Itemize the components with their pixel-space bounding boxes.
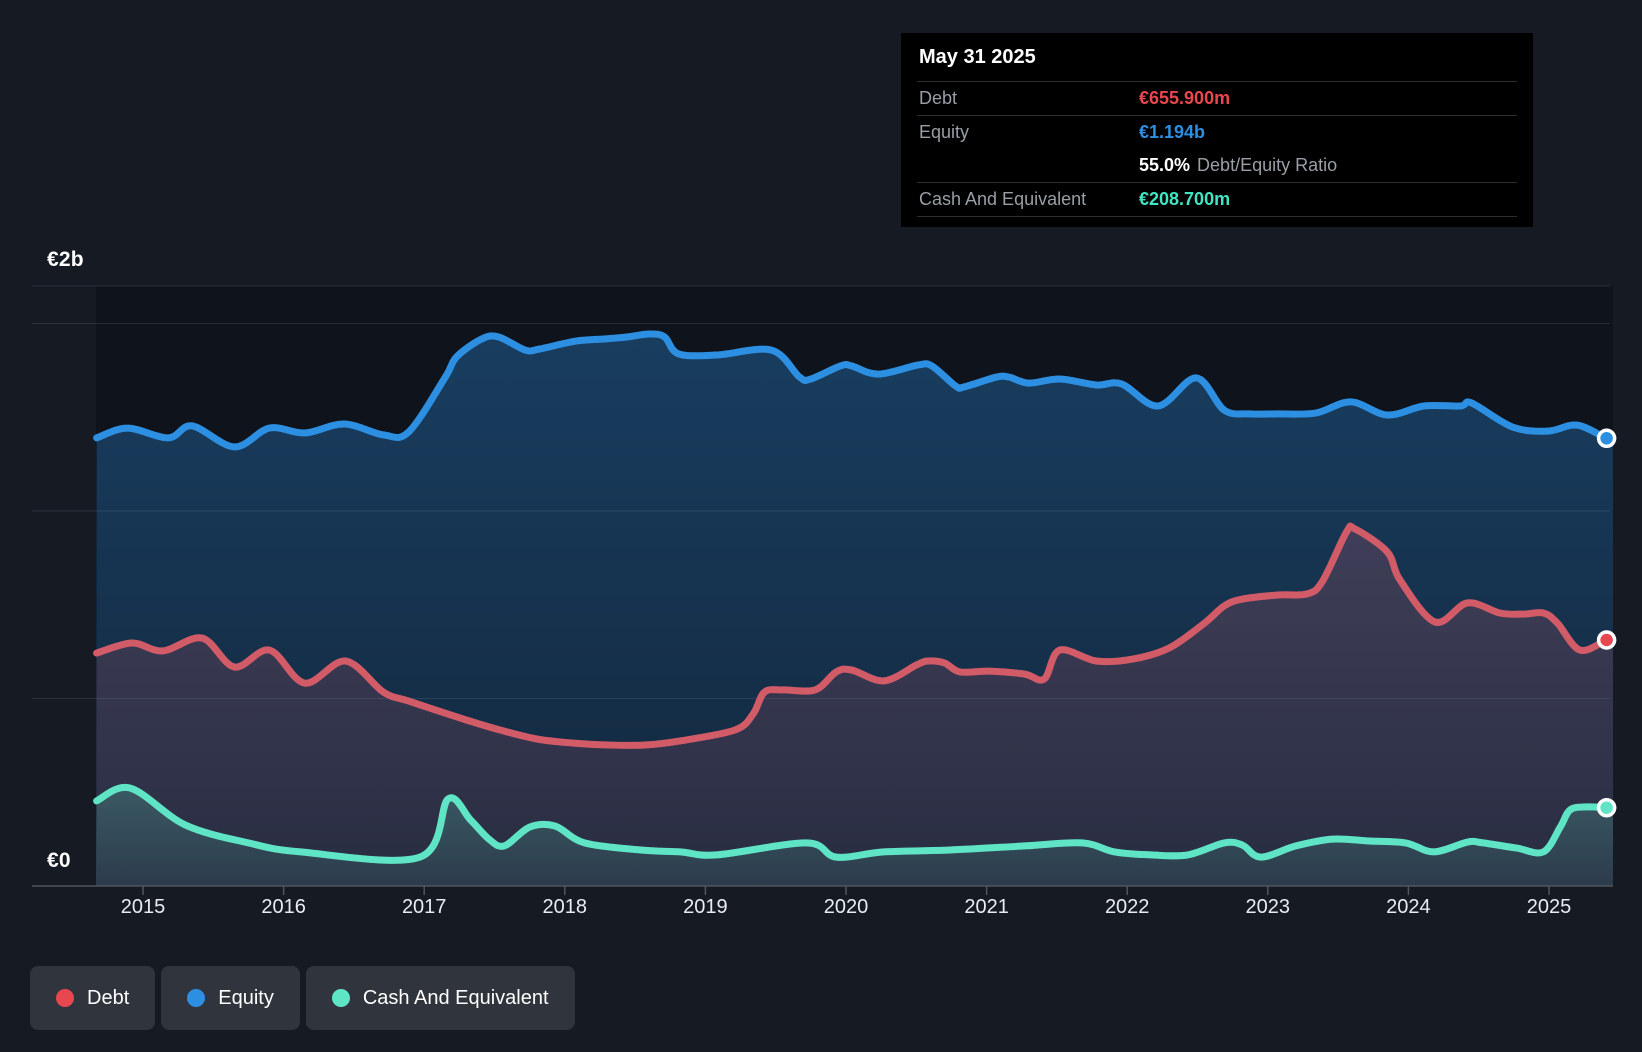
x-axis-year-label: 2025 xyxy=(1526,896,1572,918)
tooltip-cash-label: Cash And Equivalent xyxy=(919,189,1087,209)
tooltip-debt-label: Debt xyxy=(919,88,958,108)
cash-series-dot-icon xyxy=(331,989,350,1007)
tooltip-equity-label: Equity xyxy=(919,122,970,142)
hover-tooltip: May 31 2025 Debt €655.900m Equity €1.194… xyxy=(901,33,1533,227)
chart-legend: Debt Equity Cash And Equivalent xyxy=(30,966,575,1030)
tooltip-cash-value: €208.700m xyxy=(1139,189,1231,209)
x-axis-year-label: 2020 xyxy=(823,896,869,918)
equity-endpoint-marker[interactable] xyxy=(1596,428,1617,449)
x-axis-year-label: 2023 xyxy=(1245,896,1291,918)
tooltip-equity-value: €1.194b xyxy=(1139,122,1206,142)
x-axis-year-label: 2018 xyxy=(542,896,588,918)
tooltip-row-debt: Debt €655.900m xyxy=(917,82,1517,116)
x-axis-year-label: 2022 xyxy=(1104,896,1150,918)
y-axis-label-zero: €0 xyxy=(47,849,71,872)
legend-debt-label: Debt xyxy=(87,986,130,1009)
debt-endpoint-marker[interactable] xyxy=(1596,630,1617,650)
tooltip-ratio: 55.0% Debt/Equity Ratio xyxy=(1139,155,1337,176)
legend-cash-label: Cash And Equivalent xyxy=(362,986,549,1009)
x-axis-year-label: 2015 xyxy=(120,896,166,918)
x-axis: 2015 2016 2017 2018 2019 2020 2021 2022 2023 2024… xyxy=(0,896,1642,922)
cash-and-equivalent-line xyxy=(93,783,1617,864)
tooltip-row-ratio: 55.0% Debt/Equity Ratio xyxy=(917,149,1517,183)
equity-series-dot-icon xyxy=(187,989,206,1007)
debt-area xyxy=(96,525,1613,886)
debt-line xyxy=(93,522,1617,749)
tooltip-row-cash: Cash And Equivalent €208.700m xyxy=(917,183,1517,217)
x-axis-year-label: 2024 xyxy=(1386,896,1431,918)
cash-and-equivalent-endpoint-marker[interactable] xyxy=(1596,797,1617,818)
debt-equity-ratio-value: 55.0% xyxy=(1139,155,1191,175)
legend-item-cash[interactable]: Cash And Equivalent xyxy=(305,966,575,1030)
tooltip-row-equity: Equity €1.194b xyxy=(917,116,1517,149)
x-axis-year-label: 2017 xyxy=(401,896,447,918)
y-axis-label-max: €2b xyxy=(47,248,84,271)
debt-equity-ratio-label: Debt/Equity Ratio xyxy=(1197,155,1338,175)
legend-equity-label: Equity xyxy=(218,986,274,1009)
cash-and-equivalent-area xyxy=(96,787,1613,886)
x-axis-year-label: 2019 xyxy=(683,896,728,918)
legend-item-equity[interactable]: Equity xyxy=(161,966,300,1030)
tooltip-debt-value: €655.900m xyxy=(1139,88,1231,108)
x-axis-year-label: 2016 xyxy=(261,896,306,918)
equity-line xyxy=(93,330,1617,451)
x-axis-year-label: 2021 xyxy=(964,896,1009,918)
legend-item-debt[interactable]: Debt xyxy=(30,966,156,1030)
tooltip-date: May 31 2025 xyxy=(917,33,1517,82)
debt-series-dot-icon xyxy=(56,989,74,1007)
